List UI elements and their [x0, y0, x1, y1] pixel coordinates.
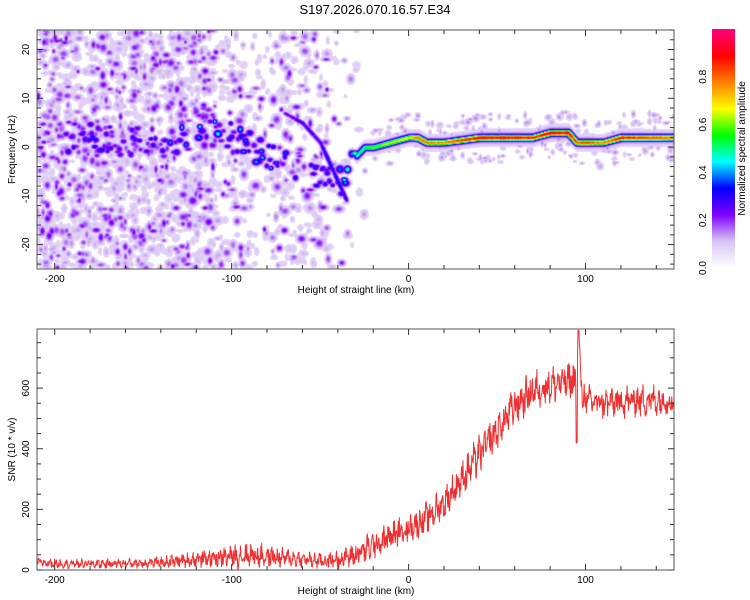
spectrogram-y-tick-label: -20	[21, 237, 32, 252]
colorbar-tick-label: 0.8	[698, 69, 709, 83]
spectrogram-image	[37, 30, 674, 269]
colorbar: 0.0 0.2 0.4 0.6 0.8 Normalized spectral ampl…	[698, 69, 748, 275]
colorbar-ticks: 0.0 0.2 0.4 0.6 0.8	[698, 69, 709, 275]
snr-x-ticks: -200 -100 0 100	[45, 329, 657, 586]
snr-frame	[36, 328, 675, 571]
spectrogram-y-tick-label: 10	[21, 92, 32, 104]
snr-x-tick-label: -200	[45, 575, 65, 586]
snr-y-axis-label: SNR (10 * v/v)	[7, 418, 18, 482]
snr-x-tick-label: -100	[222, 575, 242, 586]
colorbar-tick-label: 0.4	[698, 165, 709, 179]
snr-y-tick-label: 400	[21, 440, 32, 457]
snr-x-axis-label: Height of straight line (km)	[298, 586, 415, 597]
colorbar-tick-label: 0.6	[698, 117, 709, 131]
spectrogram-x-tick-label: 0	[406, 274, 412, 285]
spectrogram-y-tick-label: 0	[21, 144, 32, 150]
spectrogram-x-ticks: -200 -100 0 100	[45, 30, 657, 285]
spectrogram-x-tick-label: -100	[222, 274, 242, 285]
colorbar-gradient	[712, 29, 735, 268]
colorbar-tick-label: 0.0	[698, 261, 709, 275]
snr-y-tick-label: 600	[21, 379, 32, 396]
spectrogram-x-tick-label: 100	[577, 274, 594, 285]
spectrogram-y-tick-label: -10	[21, 188, 32, 203]
spectrogram-frame	[36, 29, 675, 270]
snr-x-tick-label: 100	[577, 575, 594, 586]
snr-series-line	[36, 330, 675, 571]
snr-y-tick-label: 200	[21, 501, 32, 518]
snr-y-tick-label: 0	[21, 567, 32, 573]
snr-axes: -200 -100 0 100 0 200 400 600 Height of straig…	[7, 328, 675, 597]
spectrogram-y-ticks: -20 -10 0 10 20	[21, 29, 674, 265]
snr-x-tick-label: 0	[406, 575, 412, 586]
colorbar-label: Normalized spectral amplitude	[737, 81, 748, 216]
colorbar-tick-label: 0.2	[698, 213, 709, 227]
chart-title: S197.2026.070.16.57.E34	[299, 2, 451, 17]
spectrogram-y-tick-label: 20	[21, 44, 32, 56]
spectrogram-x-axis-label: Height of straight line (km)	[298, 285, 415, 296]
spectrogram-x-tick-label: -200	[45, 274, 65, 285]
snr-y-ticks: 0 200 400 600	[21, 342, 674, 573]
spectrogram-y-axis-label: Frequency (Hz)	[7, 115, 18, 184]
